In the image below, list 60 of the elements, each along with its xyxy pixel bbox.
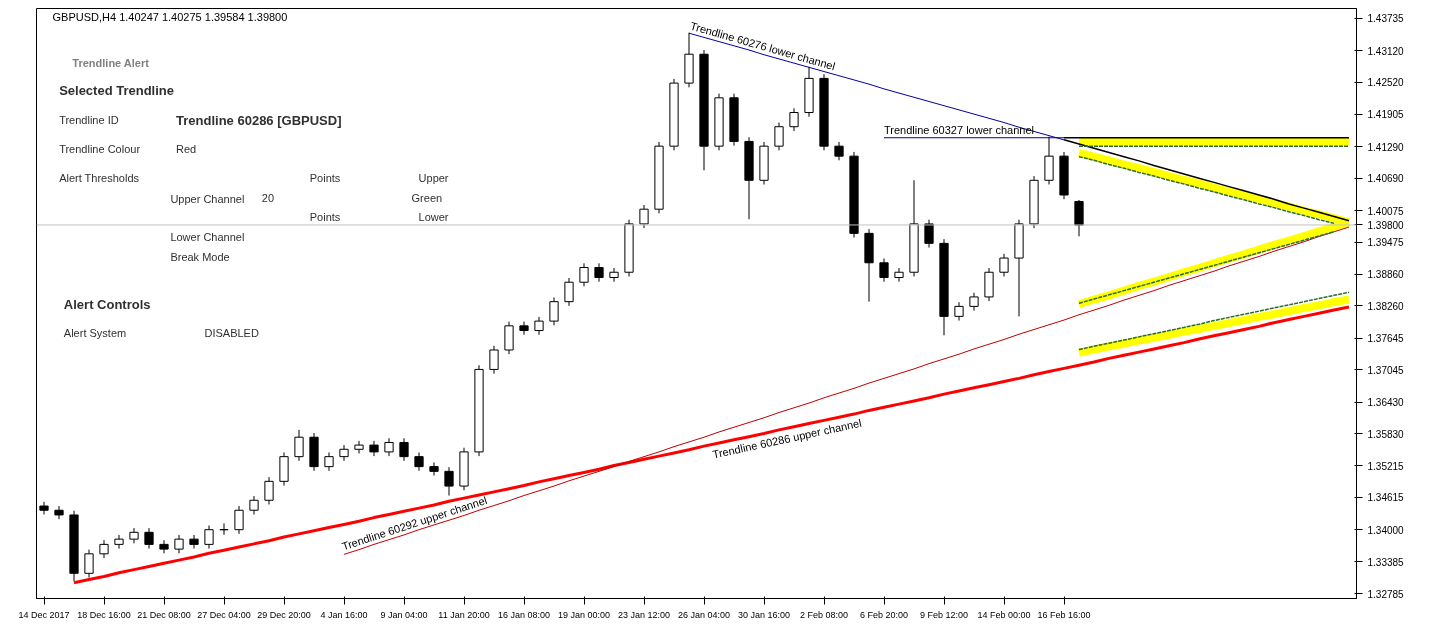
x-tick-label: 9 Feb 12:00 bbox=[919, 609, 969, 620]
annotation: Selected Trendline bbox=[59, 82, 174, 98]
y-tick-label: 1.40690 bbox=[1367, 173, 1405, 185]
x-tick-label: 30 Jan 16:00 bbox=[737, 609, 791, 620]
annotation: Upper bbox=[418, 172, 449, 185]
y-tick-label: 1.42520 bbox=[1367, 77, 1405, 89]
y-tick-label: 1.37045 bbox=[1367, 364, 1405, 376]
y-tick-label: 1.39475 bbox=[1367, 237, 1405, 249]
y-tick-label: 1.32785 bbox=[1367, 588, 1405, 600]
y-tick-label: 1.35830 bbox=[1367, 428, 1405, 440]
annotation: Alert Thresholds bbox=[59, 172, 140, 185]
y-tick-label: 1.35215 bbox=[1367, 460, 1405, 472]
annotation: Trendline Colour bbox=[59, 143, 141, 156]
x-tick-label: 14 Feb 00:00 bbox=[977, 609, 1031, 620]
annotation: Red bbox=[176, 143, 197, 156]
y-tick-label: 1.34615 bbox=[1367, 492, 1405, 504]
x-tick-label: 18 Dec 16:00 bbox=[77, 609, 131, 620]
x-tick-label: 21 Dec 08:00 bbox=[137, 609, 191, 620]
annotation: Alert System bbox=[63, 326, 127, 339]
y-tick-label: 1.43120 bbox=[1367, 45, 1405, 57]
x-tick-label: 19 Jan 00:00 bbox=[557, 609, 611, 620]
annotation: Alert Controls bbox=[63, 296, 151, 312]
y-tick-label: 1.38860 bbox=[1367, 269, 1405, 281]
x-tick-label: 14 Dec 2017 bbox=[18, 609, 70, 620]
x-tick-label: 29 Dec 20:00 bbox=[257, 609, 311, 620]
series-label: Trendline 60327 lower channel bbox=[884, 123, 1035, 136]
x-tick-label: 16 Feb 16:00 bbox=[1037, 609, 1091, 620]
x-tick-label: 26 Jan 04:00 bbox=[677, 609, 731, 620]
annotation: Green bbox=[411, 191, 443, 204]
annotation: Trendline 60286 [GBPUSD] bbox=[176, 112, 342, 128]
annotation: Trendline ID bbox=[59, 114, 119, 127]
annotation: Trendline Alert bbox=[72, 56, 150, 69]
chart-title: GBPUSD,H4 1.40247 1.40275 1.39584 1.39800 bbox=[52, 10, 288, 23]
x-tick-label: 23 Jan 12:00 bbox=[617, 609, 671, 620]
x-tick-label: 6 Feb 20:00 bbox=[859, 609, 909, 620]
y-tick-label: 1.41290 bbox=[1367, 141, 1405, 153]
y-tick-label: 1.34000 bbox=[1367, 524, 1405, 536]
x-tick-label: 16 Jan 08:00 bbox=[497, 609, 551, 620]
x-tick-label: 27 Dec 04:00 bbox=[197, 609, 251, 620]
x-tick-label: 4 Jan 16:00 bbox=[320, 609, 368, 620]
annotation: Points bbox=[309, 211, 341, 224]
y-tick-label: 1.33385 bbox=[1367, 556, 1405, 568]
ref-line-label: 1.39800 bbox=[1367, 219, 1405, 231]
y-tick-label: 1.43735 bbox=[1367, 13, 1405, 25]
y-tick-label: 1.38260 bbox=[1367, 300, 1405, 312]
y-tick-label: 1.40075 bbox=[1367, 205, 1405, 217]
annotation: Upper Channel bbox=[170, 192, 245, 205]
annotation: Lower bbox=[418, 211, 449, 224]
x-tick-label: 9 Jan 04:00 bbox=[380, 609, 428, 620]
y-tick-label: 1.41905 bbox=[1367, 109, 1405, 121]
y-tick-label: 1.36430 bbox=[1367, 397, 1405, 409]
annotation: DISABLED bbox=[204, 326, 259, 339]
text: Trendline 60286 upper channel bbox=[711, 416, 863, 461]
annotation: Points bbox=[309, 172, 341, 185]
x-tick-label: 2 Feb 08:00 bbox=[799, 609, 849, 620]
annotation: 20 bbox=[261, 191, 275, 204]
annotation: Break Mode bbox=[170, 250, 230, 263]
y-tick-label: 1.37645 bbox=[1367, 333, 1405, 345]
x-tick-label: 11 Jan 20:00 bbox=[438, 609, 490, 620]
annotation: Lower Channel bbox=[170, 230, 245, 243]
